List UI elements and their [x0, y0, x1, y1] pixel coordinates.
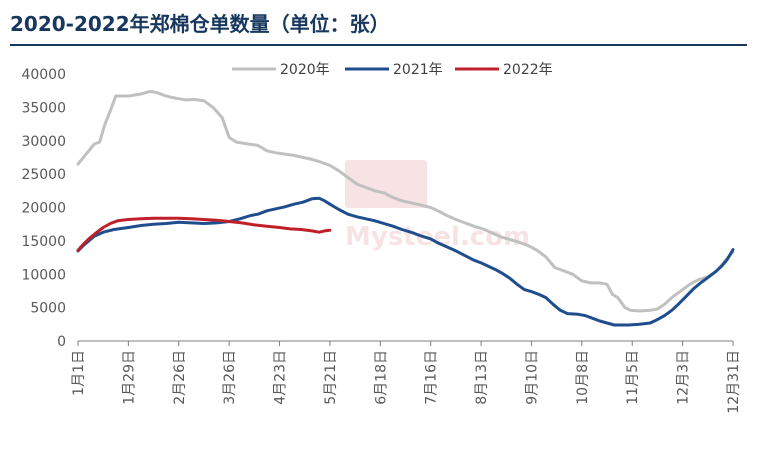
x-tick-label: 3月26日: [222, 350, 238, 405]
y-tick-label: 20000: [21, 201, 66, 217]
x-tick-label: 6月18日: [373, 350, 389, 405]
axes: 0 5000 10000 15000 20000 25000 30000 35000 40000…: [21, 67, 742, 414]
x-tick-label: 5月21日: [323, 350, 339, 405]
legend-label: 2021年: [393, 62, 443, 78]
y-tick-label: 15000: [21, 234, 66, 250]
y-tick-label: 35000: [21, 100, 66, 116]
chart-title: 2020-2022年郑棉仓单数量（单位：张）: [10, 12, 390, 36]
x-tick-label: 7月16日: [424, 350, 440, 405]
x-tick-label: 11月5日: [625, 350, 641, 405]
x-tick-label: 8月13日: [474, 350, 490, 405]
y-tick-label: 5000: [30, 301, 66, 317]
x-tick-label: 2月26日: [172, 350, 188, 405]
x-tick-label: 4月23日: [273, 350, 289, 405]
series-line-2021年: [76, 196, 735, 327]
title-underline: [10, 44, 747, 46]
x-tick-label: 10月8日: [575, 350, 591, 405]
legend-label: 2022年: [503, 62, 553, 78]
x-tick-label: 1月29日: [121, 350, 137, 405]
series-line-2020年: [76, 89, 735, 313]
watermark: Mysteel.com: [345, 160, 530, 252]
x-tick-label: 1月1日: [71, 350, 87, 396]
series-line-2022年: [76, 216, 332, 252]
legend-label: 2020年: [280, 62, 330, 78]
y-tick-label: 10000: [21, 267, 66, 283]
legend: 2020年 2021年 2022年: [232, 62, 553, 78]
y-tick-label: 25000: [21, 167, 66, 183]
y-tick-label: 30000: [21, 134, 66, 150]
x-tick-label: 12月3日: [676, 350, 692, 405]
x-tick-label: 12月31日: [726, 350, 742, 414]
series-lines: [76, 89, 735, 327]
x-tick-label: 9月10日: [524, 350, 540, 405]
y-tick-label: 40000: [21, 67, 66, 83]
y-tick-label: 0: [57, 334, 66, 350]
